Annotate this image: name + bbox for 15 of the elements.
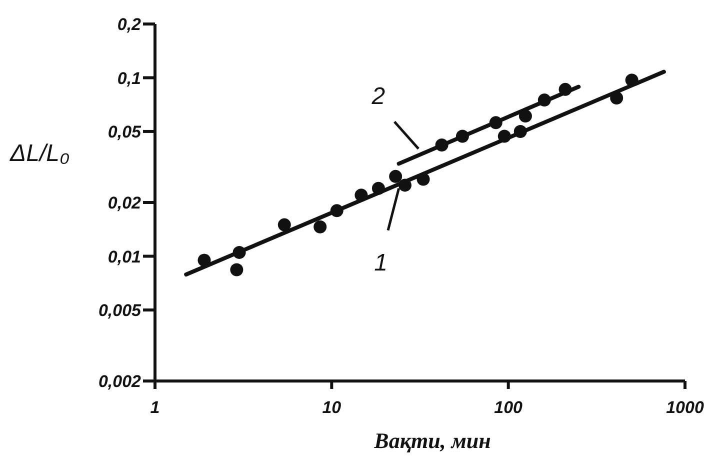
y-tick-label: 0,02 [108, 194, 142, 213]
y-tick-label: 0,2 [117, 15, 142, 34]
annotation: 1 [374, 249, 388, 276]
y-tick-label: 0,002 [98, 372, 142, 392]
x-tick-label: 10 [322, 398, 342, 418]
x-tick-label: 1000 [666, 398, 704, 418]
x-tick-label: 1 [150, 398, 160, 418]
x-tick-label: 100 [494, 398, 524, 418]
annotation: 2 [370, 82, 386, 110]
y-tick-label: 0,1 [117, 68, 141, 88]
x-axis-title: Вақти, мин [373, 428, 492, 454]
y-tick-label: 0,01 [108, 247, 141, 266]
y-tick-label: 0,005 [98, 301, 142, 320]
y-axis-title: ΔL/L₀ [10, 140, 70, 168]
y-tick-label: 0,05 [108, 122, 142, 142]
